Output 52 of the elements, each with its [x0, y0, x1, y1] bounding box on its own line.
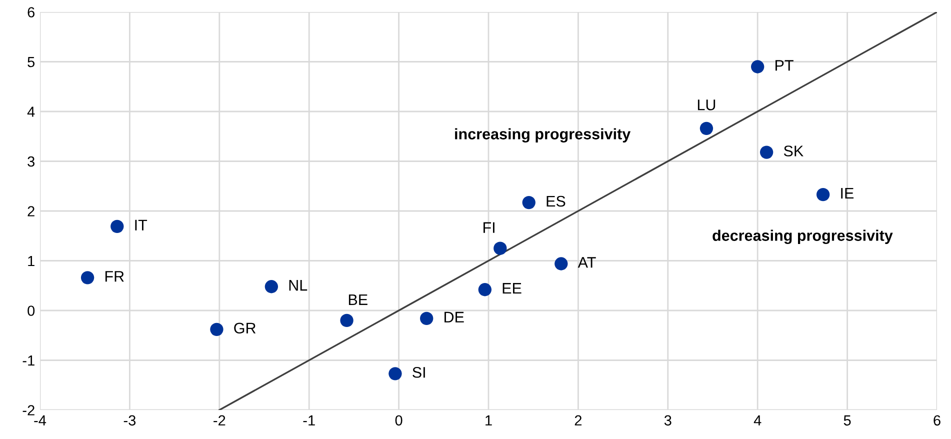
- x-tick-label: 6: [934, 415, 940, 426]
- x-tick-label: 2: [574, 415, 582, 426]
- y-tick-label: 1: [28, 256, 34, 266]
- x-tick-label: -1: [303, 415, 315, 426]
- y-tick-label: 4: [27, 106, 35, 117]
- point: [80, 271, 94, 284]
- x-tick-label: 1: [486, 415, 492, 426]
- annotation: EE: [502, 283, 522, 294]
- annotation: FI: [484, 222, 494, 233]
- annotation: AT: [578, 257, 596, 268]
- y-tick-label: 3: [28, 156, 34, 167]
- annotation: BE: [348, 294, 368, 305]
- annotation: IE: [841, 188, 854, 199]
- annotation: increasing progressivity: [455, 128, 631, 143]
- annotation: ES: [546, 196, 566, 207]
- point: [494, 242, 507, 255]
- point: [522, 196, 536, 210]
- x-tick-label: 3: [664, 415, 672, 426]
- y-tick-label: 0: [28, 306, 35, 316]
- annotation: IT: [135, 220, 148, 230]
- x-tick-label: -2: [214, 415, 226, 426]
- x-tick-label: -4: [34, 415, 46, 426]
- point: [760, 146, 774, 159]
- point: [478, 283, 492, 296]
- point: [110, 220, 124, 234]
- point: [751, 60, 764, 74]
- y-tick-label: -1: [22, 356, 34, 366]
- point: [264, 280, 278, 294]
- point: [340, 314, 354, 328]
- annotation: NL: [289, 280, 308, 291]
- x-tick-label: -3: [124, 415, 136, 426]
- annotation: LU: [698, 100, 716, 110]
- x-tick-label: 0: [395, 415, 402, 426]
- point: [816, 188, 830, 202]
- point: [210, 322, 224, 336]
- annotation: SK: [784, 146, 804, 156]
- annotation: FR: [105, 271, 124, 282]
- annotation: decreasing progressivity: [712, 230, 893, 244]
- point: [420, 312, 434, 326]
- y-tick-label: 2: [28, 206, 34, 216]
- point: [700, 122, 714, 136]
- x-tick-label: 5: [844, 415, 851, 426]
- y-tick-label: 5: [28, 57, 35, 68]
- annotation: SI: [412, 366, 425, 378]
- x-tick-label: 4: [754, 415, 762, 426]
- point: [388, 367, 402, 380]
- annotation: GR: [234, 322, 256, 334]
- annotation: DE: [444, 312, 464, 322]
- annotation: PT: [776, 60, 794, 71]
- y-tick-label: -2: [22, 405, 34, 416]
- y-tick-label: 6: [28, 7, 34, 18]
- point: [554, 257, 568, 270]
